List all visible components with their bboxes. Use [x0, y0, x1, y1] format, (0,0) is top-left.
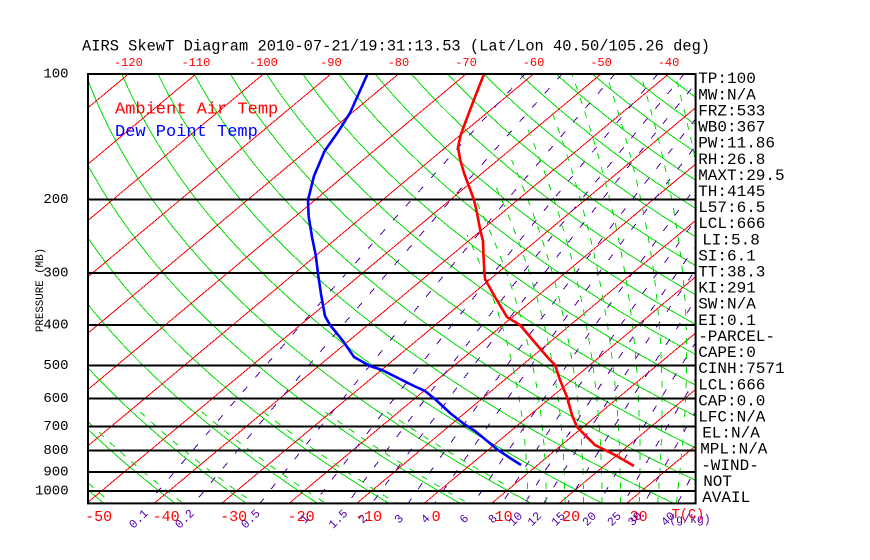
svg-text:FRZ:533: FRZ:533: [698, 102, 765, 120]
svg-text:-10: -10: [355, 509, 382, 526]
svg-text:300: 300: [43, 266, 68, 282]
svg-text:400: 400: [43, 318, 68, 334]
svg-text:-50: -50: [85, 509, 112, 526]
svg-text:-60: -60: [523, 56, 545, 70]
svg-text:AVAIL: AVAIL: [702, 489, 750, 507]
svg-text:NOT: NOT: [703, 473, 732, 491]
svg-text:-40: -40: [658, 56, 680, 70]
svg-text:-80: -80: [388, 56, 410, 70]
svg-text:EI:0.1: EI:0.1: [698, 312, 756, 330]
svg-text:100: 100: [43, 67, 68, 83]
svg-text:WB0:367: WB0:367: [698, 119, 765, 137]
svg-text:30: 30: [630, 509, 648, 526]
svg-text:AIRS SkewT Diagram 2010-07-21/: AIRS SkewT Diagram 2010-07-21/19:31:13.5…: [82, 38, 710, 56]
svg-text:MAXT:29.5: MAXT:29.5: [698, 167, 784, 185]
svg-text:-WIND-: -WIND-: [701, 457, 759, 475]
svg-text:(g/kg): (g/kg): [669, 514, 710, 527]
svg-text:-40: -40: [153, 509, 180, 526]
svg-text:1000: 1000: [35, 484, 69, 500]
svg-text:CINH:7571: CINH:7571: [698, 360, 784, 378]
svg-text:500: 500: [43, 358, 68, 374]
svg-text:-PARCEL-: -PARCEL-: [698, 328, 775, 346]
svg-text:TH:4145: TH:4145: [698, 183, 765, 201]
svg-text:800: 800: [43, 443, 68, 459]
svg-text:LI:5.8: LI:5.8: [702, 231, 760, 249]
svg-text:CAPE:0: CAPE:0: [698, 344, 756, 362]
svg-text:0: 0: [432, 509, 441, 526]
svg-text:LCL:666: LCL:666: [698, 215, 765, 233]
svg-text:SW:N/A: SW:N/A: [698, 296, 756, 314]
svg-text:-110: -110: [181, 56, 210, 70]
svg-text:MW:N/A: MW:N/A: [698, 86, 756, 104]
svg-text:200: 200: [43, 192, 68, 208]
svg-text:SI:6.1: SI:6.1: [698, 247, 756, 265]
svg-text:KI:291: KI:291: [698, 280, 756, 298]
svg-text:Dew Point Temp: Dew Point Temp: [115, 123, 258, 142]
svg-text:-100: -100: [249, 56, 278, 70]
svg-text:TP:100: TP:100: [698, 70, 756, 88]
svg-text:TT:38.3: TT:38.3: [698, 264, 765, 282]
svg-text:-30: -30: [220, 509, 247, 526]
svg-text:PRESSURE (MB): PRESSURE (MB): [35, 248, 47, 332]
svg-text:L57:6.5: L57:6.5: [698, 199, 765, 217]
svg-text:LCL:666: LCL:666: [698, 376, 765, 394]
svg-text:T(C): T(C): [672, 508, 704, 523]
svg-text:10: 10: [495, 509, 513, 526]
svg-text:-70: -70: [455, 56, 477, 70]
svg-text:-20: -20: [288, 509, 315, 526]
svg-text:900: 900: [43, 464, 68, 480]
svg-text:-50: -50: [590, 56, 612, 70]
svg-text:20: 20: [562, 509, 580, 526]
svg-text:700: 700: [43, 419, 68, 435]
svg-text:PW:11.86: PW:11.86: [698, 135, 775, 153]
svg-text:LFC:N/A: LFC:N/A: [698, 409, 766, 427]
svg-text:MPL:N/A: MPL:N/A: [700, 441, 768, 459]
svg-text:-120: -120: [114, 56, 143, 70]
svg-text:EL:N/A: EL:N/A: [702, 425, 760, 443]
svg-text:600: 600: [43, 391, 68, 407]
svg-text:CAP:0.0: CAP:0.0: [698, 392, 765, 410]
svg-text:Ambient Air Temp: Ambient Air Temp: [115, 101, 278, 120]
svg-text:-90: -90: [320, 56, 342, 70]
svg-text:RH:26.8: RH:26.8: [698, 151, 765, 169]
